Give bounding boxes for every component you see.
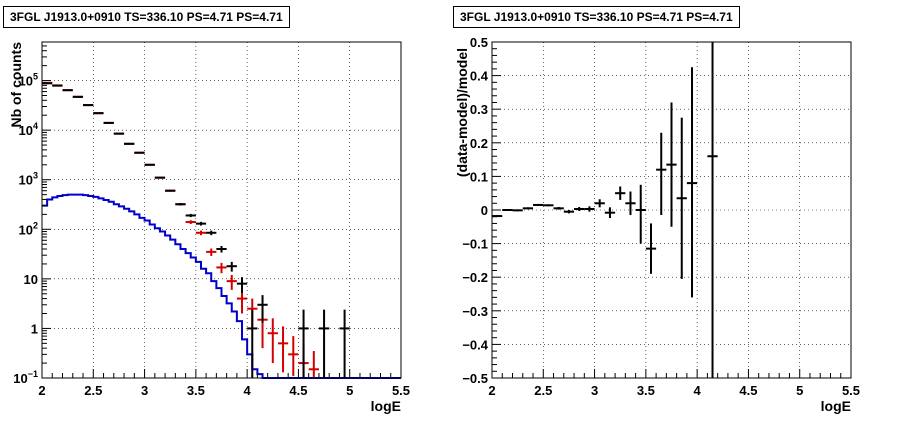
x-tick-label: 2 xyxy=(38,383,45,398)
data-point xyxy=(185,213,196,218)
residual-point xyxy=(707,42,718,378)
residual-point xyxy=(656,132,667,216)
model-point xyxy=(277,326,289,373)
y-tick-label: 0.1 xyxy=(470,169,488,184)
background-histogram xyxy=(42,193,401,379)
residual-point xyxy=(543,204,554,207)
data-point xyxy=(318,309,330,378)
model-point xyxy=(236,289,248,314)
y-tick-label: 0.2 xyxy=(470,136,488,151)
residual-point xyxy=(615,186,626,200)
residuals-panel: 2 2.5 3 3.5 4 4.5 5 5.5 −0.5 −0.4 −0.3 −0.2 −0.1 0 0.1… xyxy=(454,35,860,414)
x-tick-label: 2 xyxy=(488,383,495,398)
residual-point xyxy=(533,203,544,206)
y-tick-label: 0.5 xyxy=(470,35,488,50)
residual-point xyxy=(604,207,616,219)
residual-point xyxy=(625,191,636,216)
residual-point xyxy=(553,206,564,210)
residual-point xyxy=(512,209,523,212)
model-point xyxy=(206,248,217,256)
x-tick-label: 3.5 xyxy=(187,383,205,398)
x-tick-label: 3 xyxy=(591,383,598,398)
residual-point xyxy=(563,210,575,214)
data-point xyxy=(236,277,248,293)
model-point xyxy=(195,230,207,236)
data-point xyxy=(175,203,186,206)
x-axis-label: logE xyxy=(821,398,851,414)
residual-point xyxy=(645,223,657,274)
y-tick-label: 0.3 xyxy=(470,102,488,117)
x-tick-label: 5.5 xyxy=(392,383,410,398)
y-tick-label: −0.4 xyxy=(462,337,488,352)
residual-point xyxy=(676,117,687,279)
residual-point xyxy=(666,102,677,227)
model-point xyxy=(288,336,299,376)
y-axis-label: (data-model)/model xyxy=(454,48,470,177)
data-point xyxy=(195,221,207,226)
data-point xyxy=(247,309,258,378)
y-tick-label: 102 xyxy=(19,220,38,237)
y-tick-label: 0 xyxy=(481,203,488,218)
x-tick-label: 4.5 xyxy=(289,383,307,398)
residual-point xyxy=(492,215,503,218)
y-tick-label: 10 xyxy=(24,272,38,287)
residual-point xyxy=(635,184,646,244)
y-tick-label: 1 xyxy=(31,321,38,336)
model-point xyxy=(308,351,319,378)
residual-point xyxy=(502,208,513,212)
data-point xyxy=(206,230,217,236)
y-tick-label: −0.3 xyxy=(462,304,488,319)
x-tick-label: 5 xyxy=(796,383,803,398)
data-point xyxy=(257,295,268,323)
residual-point xyxy=(522,207,534,210)
y-axis-label: Nb of counts xyxy=(8,42,24,128)
residuals-panel-title: 3FGL J1913.0+0910 TS=336.10 PS=4.71 PS=4… xyxy=(453,6,740,28)
y-tick-label: 0.4 xyxy=(470,69,489,84)
y-tick-label: 104 xyxy=(19,121,38,138)
x-tick-label: 3.5 xyxy=(637,383,655,398)
x-tick-label: 4 xyxy=(694,383,702,398)
model-point xyxy=(185,220,196,224)
x-tick-label: 4 xyxy=(244,383,252,398)
data-point xyxy=(298,309,309,378)
residual-point xyxy=(574,206,585,212)
data-point xyxy=(216,246,227,253)
data-point xyxy=(144,163,155,166)
y-tick-label: 103 xyxy=(19,171,38,188)
model-point xyxy=(226,274,237,290)
data-point xyxy=(154,176,166,179)
data-point xyxy=(165,189,176,192)
data-point xyxy=(134,151,145,154)
x-axis-label: logE xyxy=(371,398,401,414)
residual-point xyxy=(594,199,605,208)
y-tick-label: 10−1 xyxy=(13,369,38,386)
model-point xyxy=(216,262,227,274)
x-tick-label: 2.5 xyxy=(84,383,102,398)
y-tick-label: 105 xyxy=(19,72,38,89)
y-tick-label: −0.5 xyxy=(462,371,488,386)
plot-area xyxy=(42,42,401,378)
x-tick-label: 2.5 xyxy=(534,383,552,398)
model-point xyxy=(267,318,278,364)
residual-point xyxy=(686,67,698,298)
y-tick-label: −0.2 xyxy=(462,270,488,285)
x-tick-label: 5.5 xyxy=(842,383,860,398)
residual-point xyxy=(584,206,595,212)
plot-frame xyxy=(41,41,402,379)
counts-panel-title: 3FGL J1913.0+0910 TS=336.10 PS=4.71 PS=4… xyxy=(3,6,290,28)
y-tick-label: −0.1 xyxy=(462,237,488,252)
data-point xyxy=(124,142,135,145)
data-point xyxy=(339,309,350,378)
x-tick-label: 3 xyxy=(141,383,148,398)
x-tick-label: 5 xyxy=(346,383,353,398)
x-tick-label: 4.5 xyxy=(739,383,757,398)
counts-panel: 2 2.5 3 3.5 4 4.5 5 5.5 10−1 1 10 102 103 104 105 logE N… xyxy=(8,41,410,414)
data-point xyxy=(226,261,237,272)
